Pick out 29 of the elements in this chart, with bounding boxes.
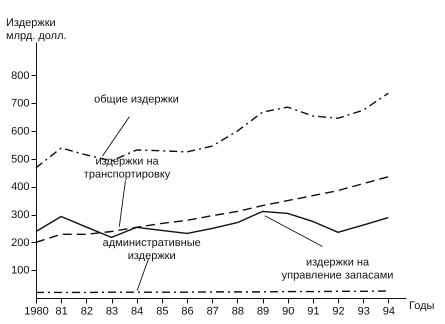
y-tick-label: 100 (11, 264, 30, 277)
x-tick-label: 90 (282, 306, 294, 318)
y-tick-label: 400 (11, 181, 30, 194)
y-tick-label: 600 (11, 126, 30, 138)
x-tick-label: 85 (156, 306, 168, 318)
annotation: административные издержки (102, 236, 201, 262)
x-tick-label: 82 (80, 306, 93, 318)
x-tick-label: 94 (382, 306, 396, 318)
x-tick-label: 93 (358, 306, 370, 318)
y-tick-label: 500 (11, 153, 30, 166)
annotation: общие издержки (94, 93, 179, 106)
y-tick-label: 300 (11, 209, 30, 222)
x-tick-label: 92 (332, 306, 345, 318)
x-tick-label: 89 (256, 306, 270, 318)
x-tick-label: 83 (106, 306, 118, 318)
y-tick-label: 200 (11, 236, 30, 249)
annotation: издержки на управление запасами (282, 256, 394, 282)
y-tick-label: 700 (11, 98, 30, 110)
x-axis-title: Годы (409, 300, 435, 312)
x-tick-label: 1980 (24, 306, 49, 318)
x-tick-label: 81 (56, 306, 68, 318)
annotation: издержки на транспортировку (84, 155, 171, 180)
y-tick-label: 800 (11, 70, 30, 82)
x-tick-label: 87 (206, 306, 219, 318)
x-tick-label: 91 (307, 306, 320, 318)
y-axis-title: Издержки млрд. долл. (6, 17, 67, 42)
x-tick-label: 86 (181, 306, 194, 318)
x-tick-label: 84 (131, 306, 144, 318)
x-tick-label: 88 (232, 306, 244, 318)
